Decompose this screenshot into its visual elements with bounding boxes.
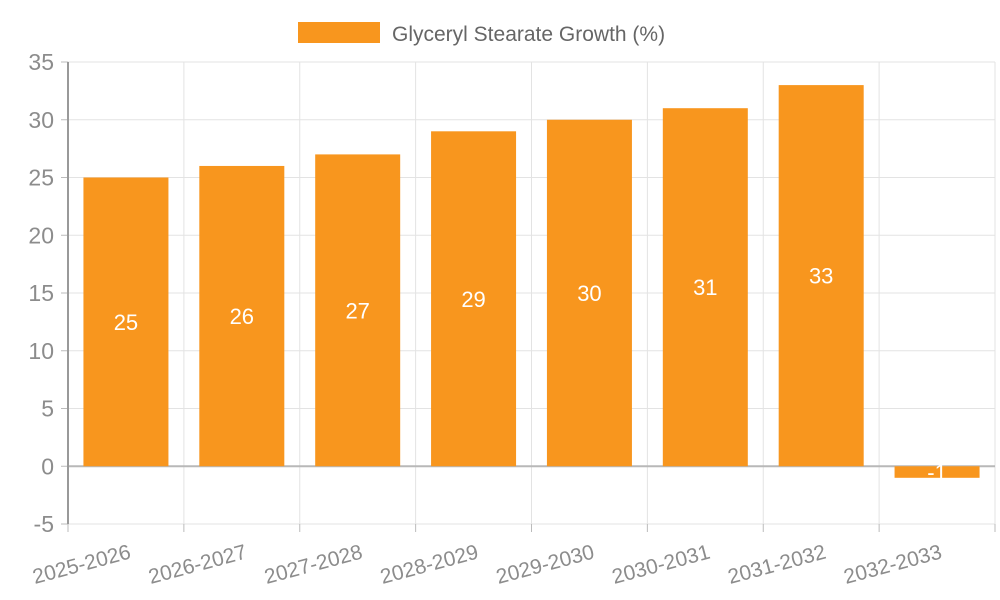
y-axis-tick-label: 15 xyxy=(28,280,54,306)
x-axis-category-label: 2028-2029 xyxy=(378,541,481,589)
bar[interactable] xyxy=(199,165,285,467)
x-axis-category-label: 2027-2028 xyxy=(262,541,365,589)
bar-value-label: 25 xyxy=(114,310,138,335)
y-axis-tick-label: 35 xyxy=(28,49,54,75)
bar[interactable] xyxy=(431,131,517,467)
x-axis-category-label: 2025-2026 xyxy=(30,541,133,589)
bar[interactable] xyxy=(894,466,980,478)
bar[interactable] xyxy=(83,177,169,467)
y-axis-tick-label: 25 xyxy=(28,165,54,191)
x-axis-category-label: 2029-2030 xyxy=(494,541,597,589)
bars-layer xyxy=(83,85,980,478)
bar-value-label: -1 xyxy=(927,460,947,485)
bar-value-label: 31 xyxy=(693,275,717,300)
bar[interactable] xyxy=(778,85,864,467)
x-axis-category-label: 2030-2031 xyxy=(610,541,713,589)
legend-swatch[interactable] xyxy=(298,22,380,43)
bar[interactable] xyxy=(662,108,748,467)
bar-labels-layer: 25 26 27 29 30 31 33 -1 xyxy=(114,264,947,485)
bar-value-label: 29 xyxy=(461,287,485,312)
x-axis-category-label: 2031-2032 xyxy=(726,541,829,589)
bar-value-label: 26 xyxy=(230,304,254,329)
y-axis-tick-label: 20 xyxy=(28,222,54,248)
x-axis-category-label: 2026-2027 xyxy=(146,541,249,589)
axis-layer xyxy=(61,61,996,532)
y-axis-tick-label: 10 xyxy=(28,338,54,364)
legend[interactable]: Glyceryl Stearate Growth (%) xyxy=(298,22,665,46)
bar-value-label: 27 xyxy=(345,298,369,323)
y-axis-tick-label: 0 xyxy=(41,453,54,479)
y-axis-tick-label: 5 xyxy=(41,396,54,422)
y-axis-tick-label: 30 xyxy=(28,107,54,133)
bar-value-label: 33 xyxy=(809,264,833,289)
y-axis-tick-label: -5 xyxy=(34,511,54,537)
bar[interactable] xyxy=(315,154,401,467)
x-axis-category-label: 2032-2033 xyxy=(841,541,944,589)
bar-value-label: 30 xyxy=(577,281,601,306)
bar[interactable] xyxy=(546,119,632,467)
legend-label[interactable]: Glyceryl Stearate Growth (%) xyxy=(392,23,665,46)
